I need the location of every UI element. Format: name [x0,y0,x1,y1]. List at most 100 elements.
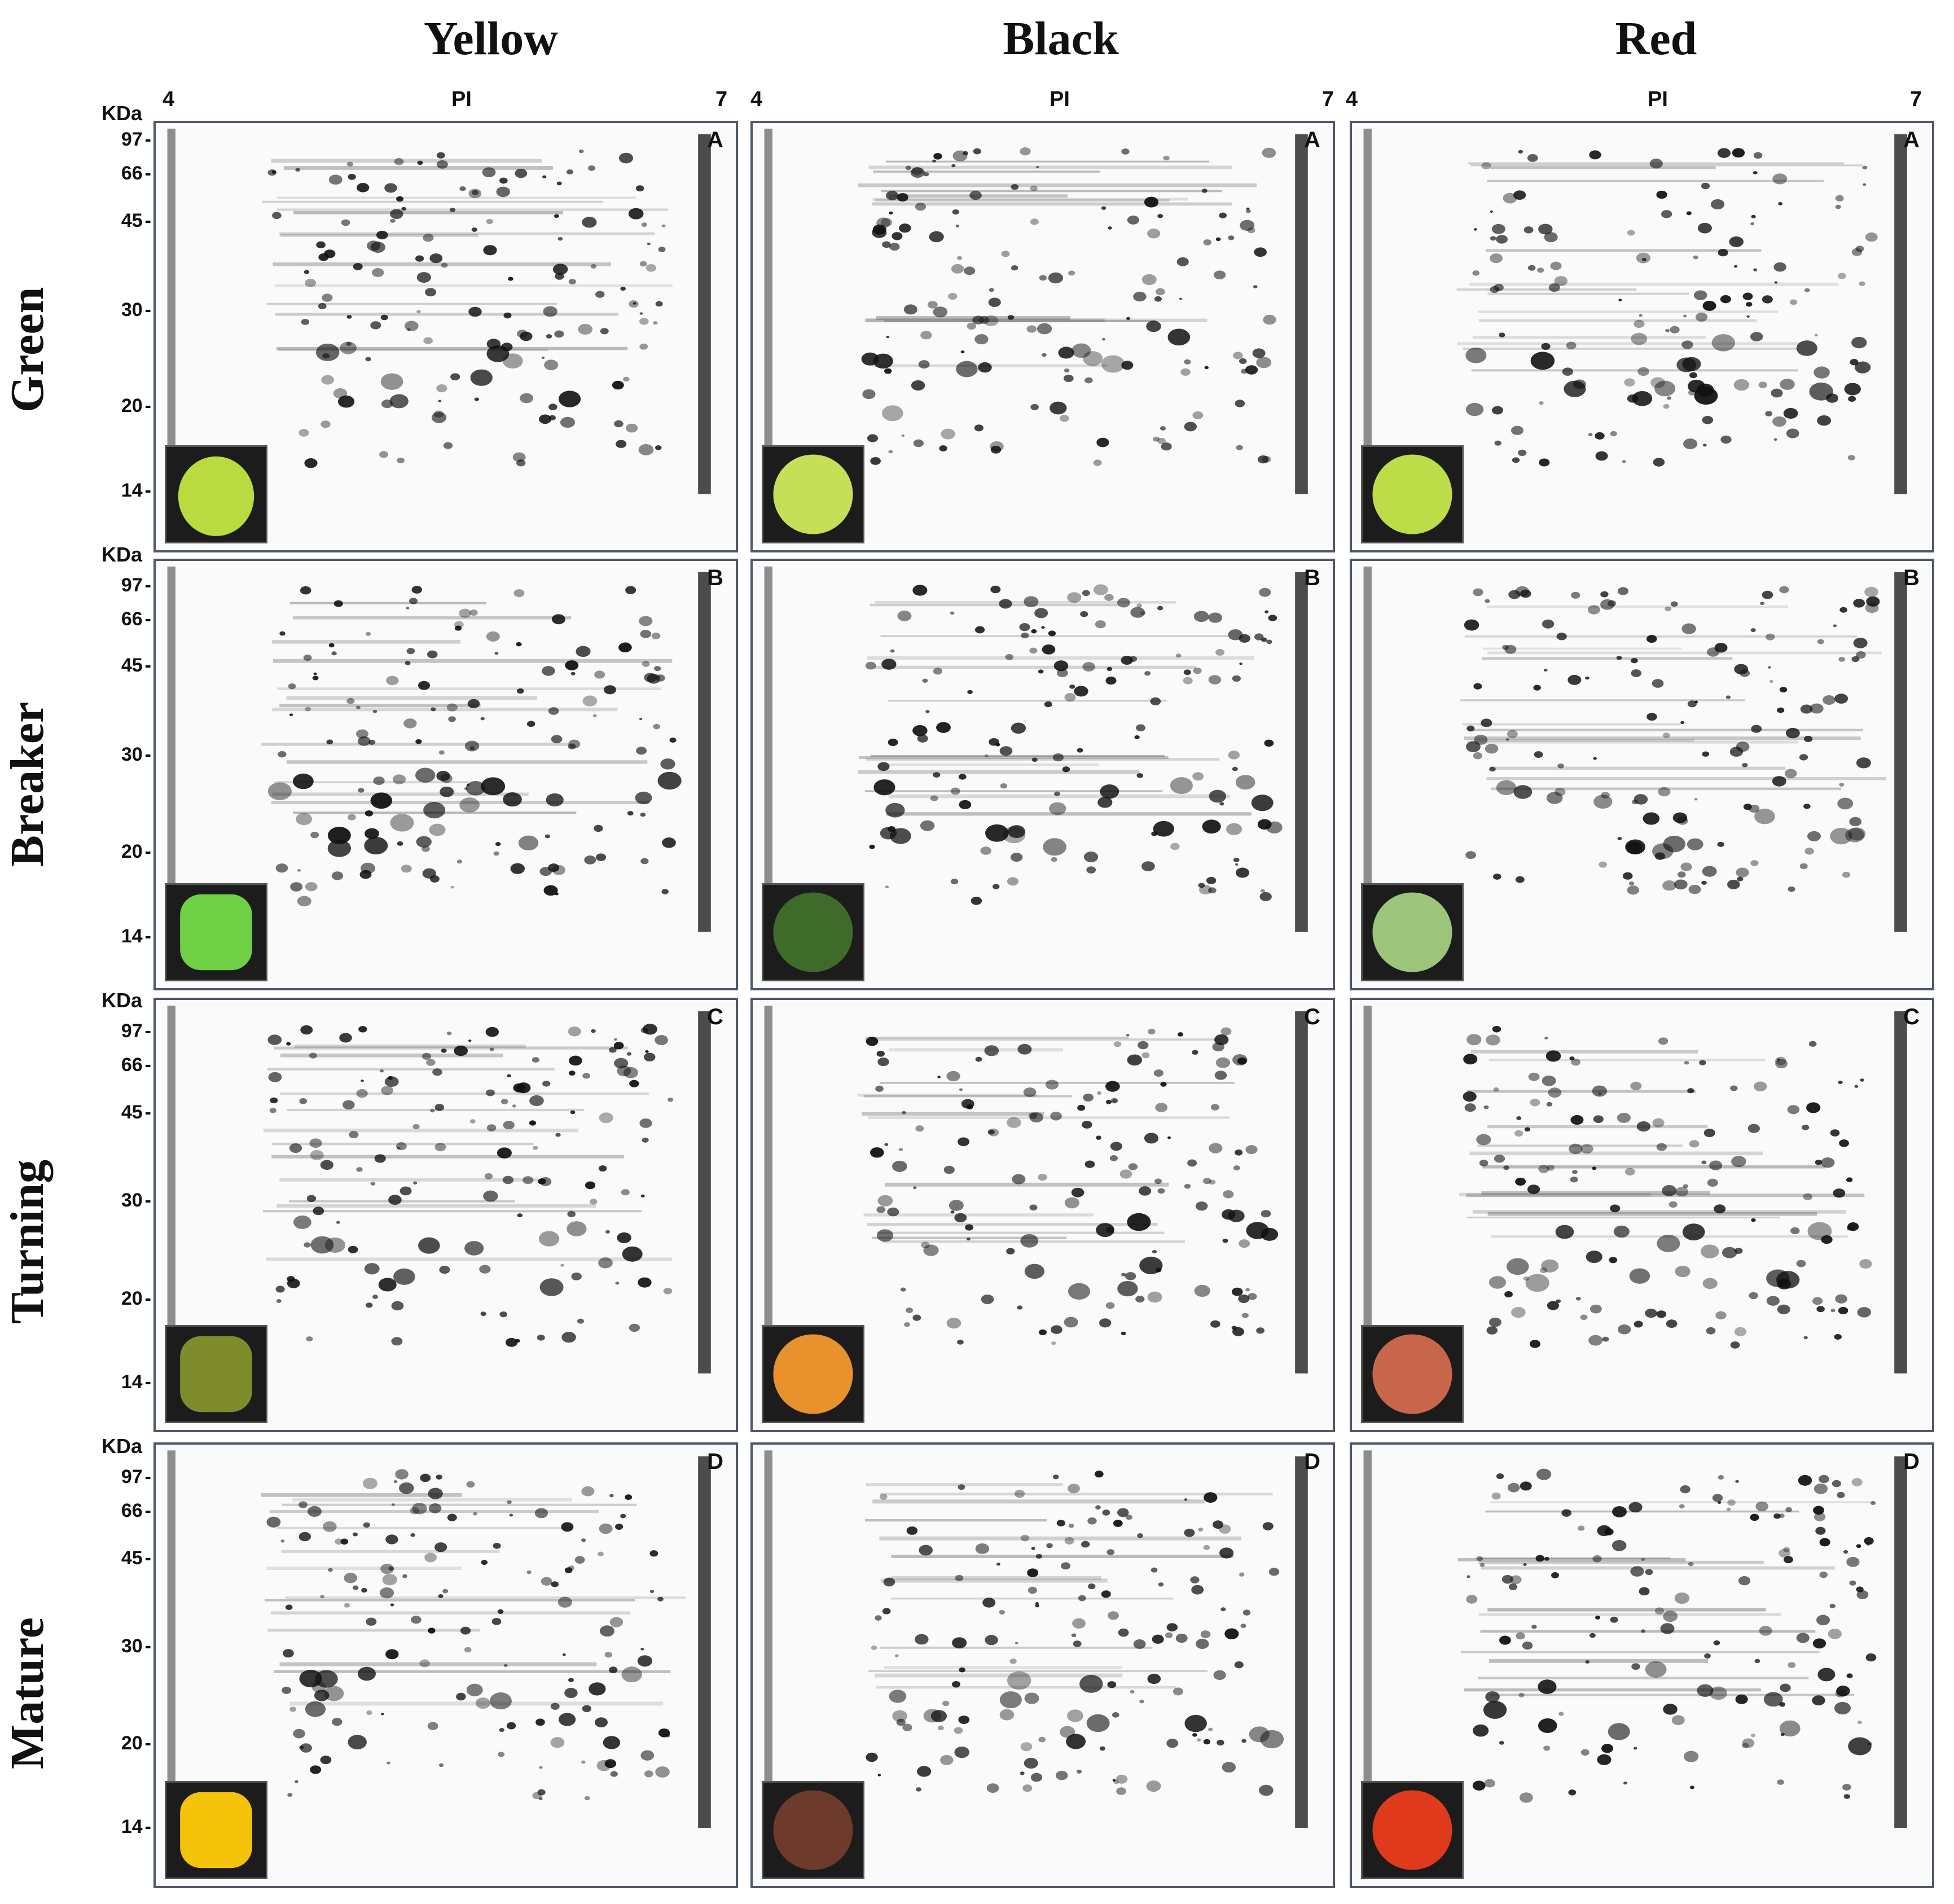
gel-streak [881,190,1222,192]
protein-spot [595,291,605,298]
protein-spot [415,255,424,262]
protein-spot [1683,438,1698,449]
protein-spot [563,1653,566,1656]
gel-streak [877,1231,1165,1234]
protein-spot [613,1042,624,1050]
protein-spot [1209,789,1227,803]
protein-spot [1763,1692,1783,1707]
protein-spot [892,232,903,240]
fruit-thumbnail [1361,1325,1464,1423]
protein-spot [328,1568,333,1572]
protein-spot [464,740,480,752]
protein-spot [1682,1223,1705,1241]
protein-spot [1544,232,1558,243]
protein-spot [1823,695,1836,705]
protein-spot [1688,389,1697,396]
protein-spot [1718,248,1728,257]
protein-spot [980,846,991,855]
protein-spot [1155,288,1165,296]
protein-spot [1779,1548,1790,1558]
protein-spot [1609,1257,1618,1264]
protein-spot [639,343,648,350]
protein-spot [373,776,385,786]
protein-spot [1245,365,1258,375]
protein-spot [551,1581,559,1587]
protein-spot [282,1686,291,1694]
protein-spot [376,230,388,240]
protein-spot [1268,1568,1280,1576]
gel-streak [858,770,1140,774]
protein-spot [604,685,616,695]
protein-spot [1661,210,1672,218]
protein-spot [486,631,500,642]
protein-spot [1641,1558,1645,1561]
protein-spot [464,787,468,790]
gel-streak [1460,699,1745,701]
fruit-icon [180,1336,252,1412]
protein-spot [620,1513,626,1519]
protein-spot [285,1604,293,1611]
protein-spot [380,373,403,390]
protein-spot [1847,1674,1851,1677]
protein-spot [946,1071,960,1082]
protein-spot [480,717,485,721]
protein-spot [1110,1142,1122,1151]
protein-spot [550,1703,560,1710]
protein-spot [1121,1331,1126,1336]
fruit-icon [773,1790,853,1870]
protein-spot [1071,1187,1084,1197]
protein-spot [1569,1056,1575,1060]
pi-min-yellow: 4 [163,87,175,111]
gel-streak [289,602,486,604]
protein-spot [286,1042,291,1046]
protein-spot [280,1539,285,1543]
protein-spot [1062,766,1070,773]
protein-spot [1536,1468,1552,1480]
gel-streak [292,616,572,620]
protein-spot [898,1148,903,1152]
protein-spot [902,1723,912,1731]
protein-spot [1542,619,1555,629]
protein-spot [1710,199,1725,210]
protein-spot [660,758,675,770]
protein-spot [1094,1471,1104,1478]
protein-spot [1688,1562,1694,1567]
protein-spot [654,666,661,672]
protein-spot [1749,1292,1758,1299]
gel-streak [863,1095,1072,1098]
protein-spot [1222,1762,1236,1773]
protein-spot [508,277,513,281]
protein-spot [916,1787,921,1792]
protein-spot [1060,1726,1075,1738]
protein-spot [499,1311,507,1318]
mw-66: 66 [99,163,151,185]
protein-spot [471,190,479,195]
protein-spot [1236,867,1250,878]
protein-spot [1236,445,1243,450]
protein-spot [1235,400,1245,407]
protein-spot [1496,780,1517,796]
protein-spot [507,1500,512,1504]
protein-spot [1631,669,1642,677]
edge-streak [1894,134,1907,494]
gel-image [764,128,1308,494]
protein-spot [915,1634,929,1645]
protein-spot [1642,258,1646,261]
protein-spot [423,802,446,819]
protein-spot [397,457,405,464]
protein-spot [1489,766,1496,772]
protein-spot [590,264,597,269]
protein-spot [1488,1317,1501,1327]
protein-spot [1006,1248,1015,1254]
protein-spot [1154,296,1162,302]
protein-spot [898,223,911,233]
protein-spot [438,400,442,402]
fruit-thumbnail [165,445,267,543]
protein-spot [1634,1320,1643,1328]
protein-spot [639,312,643,315]
protein-spot [283,1649,294,1658]
gel-streak [1470,1050,1698,1054]
protein-spot [1197,1738,1201,1741]
protein-spot [901,434,905,437]
protein-spot [299,1098,308,1104]
